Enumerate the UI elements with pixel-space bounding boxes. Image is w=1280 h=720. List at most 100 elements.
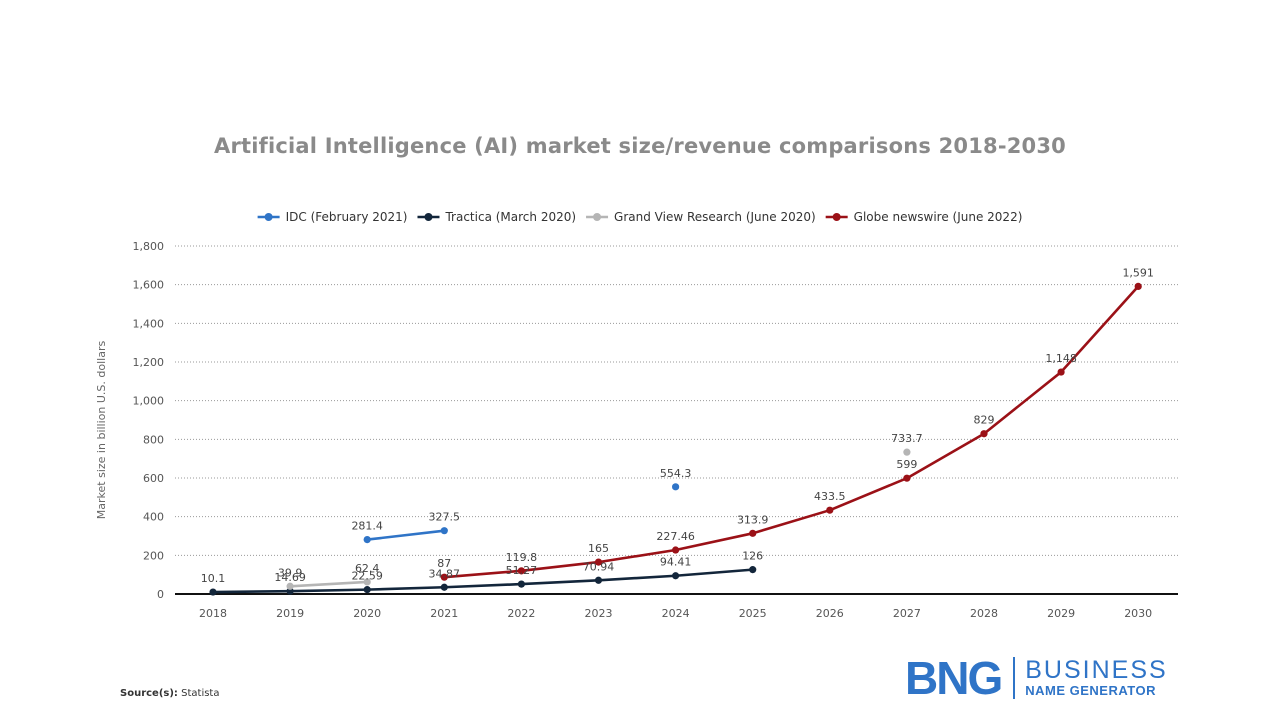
series-4-segment (674, 532, 755, 552)
y-tick-label: 0 (157, 588, 164, 601)
series-2-point (517, 580, 526, 588)
x-tick-label: 2020 (353, 607, 381, 620)
legend-item-2-swatch-marker (424, 213, 433, 221)
series-4-segment (751, 508, 832, 535)
series-3-data-label: 39.9 (278, 566, 303, 579)
series-4-data-label: 227.46 (656, 530, 695, 543)
series-4-segment (597, 548, 677, 564)
y-tick-label: 1,800 (133, 240, 165, 253)
legend: IDC (February 2021) Tractica (March 2020)… (257, 210, 1023, 224)
y-tick-label: 1,000 (133, 395, 165, 408)
legend-item-1-swatch-marker (264, 213, 273, 221)
logo-text: BUSINESS NAME GENERATOR (1025, 657, 1167, 699)
series-3-point (363, 578, 371, 586)
series-4-point (1057, 368, 1065, 376)
series-4-data-label: 119.8 (506, 551, 538, 564)
series-3-data-label: 62.4 (355, 562, 380, 575)
series-2-segment (211, 589, 292, 594)
series-1-point (363, 535, 371, 544)
legend-item-4-label: Globe newswire (June 2022) (854, 210, 1023, 224)
series-4-data-label: 313.9 (737, 513, 769, 526)
series-2-segment (597, 574, 677, 582)
legend-item-2-label: Tractica (March 2020) (444, 210, 576, 224)
series-2-data-label: 14.69 (274, 571, 306, 584)
x-tick-label: 2027 (893, 607, 921, 620)
series-4-point (1134, 282, 1142, 291)
legend-item-1-label: IDC (February 2021) (286, 210, 408, 224)
series-2-segment (288, 588, 369, 593)
series-1-segment (365, 529, 446, 541)
logo-line2: NAME GENERATOR (1025, 683, 1156, 698)
gridlines (175, 245, 1178, 556)
source-value: Statista (181, 688, 220, 699)
source-note: Source(s): Statista (120, 688, 219, 699)
series-2-point (440, 583, 448, 591)
series-4-point (749, 529, 757, 537)
series-2-segment (520, 578, 600, 586)
series-1-data-label: 281.4 (351, 520, 383, 533)
y-axis: 0 200 400 600 800 1,000 1,200 1,400 1,600 1,800 (133, 240, 165, 601)
series-4-segment (982, 370, 1063, 436)
legend-item-3-label: Grand View Research (June 2020) (614, 210, 816, 224)
series-2-point (672, 572, 680, 580)
series-2-data-label: 22.59 (351, 570, 383, 583)
series-4-segment (828, 476, 909, 512)
logo-mark: BNG (905, 652, 1003, 704)
series-2-data-label: 126 (742, 550, 763, 563)
series-2-point (594, 576, 603, 584)
legend-item-3-swatch-marker (593, 213, 602, 221)
y-tick-label: 1,600 (133, 279, 165, 292)
series-4-point (826, 506, 834, 514)
x-tick-label: 2022 (507, 607, 535, 620)
series-1-point (672, 483, 680, 491)
series-4-data-label: 1,591 (1122, 266, 1154, 279)
series-4-data-label: 433.5 (814, 490, 846, 503)
x-axis: 2018 2019 2020 2021 2022 2023 2024 2025 2026 2027… (175, 593, 1178, 620)
series-4-data-label: 165 (588, 542, 609, 555)
series-1-point (440, 527, 448, 535)
x-tick-label: 2029 (1047, 607, 1075, 620)
y-tick-label: 400 (143, 511, 164, 524)
series-4-point (980, 430, 988, 438)
series-2-point (749, 566, 757, 574)
y-tick-label: 200 (143, 549, 164, 562)
x-tick-label: 2021 (430, 607, 458, 620)
series-2-point (209, 588, 217, 596)
x-tick-label: 2018 (199, 607, 227, 620)
logo-divider (1013, 657, 1016, 699)
series-4-point (672, 546, 680, 554)
series-4-point (440, 573, 448, 581)
series-2-data-label: 10.1 (201, 572, 226, 585)
bng-logo: BNG BUSINESS NAME GENERATOR (905, 655, 1168, 701)
series-1-data-label: 327.5 (429, 511, 461, 524)
series-2-data-label: 70.94 (583, 560, 615, 573)
legend-item-4-swatch-marker (832, 213, 841, 221)
x-tick-label: 2025 (739, 607, 767, 620)
series-4-point (594, 558, 603, 566)
series-4-segment (442, 569, 523, 579)
chart-title: Artificial Intelligence (AI) market size… (214, 134, 1066, 158)
series-3-point (286, 582, 294, 590)
series-4-segment (905, 432, 986, 480)
series-2-segment (365, 585, 446, 591)
series-2-segment (674, 568, 755, 578)
series-4-data-label: 829 (974, 414, 995, 427)
series-lines (209, 282, 1142, 596)
series-4-data-label: 1,148 (1045, 352, 1077, 365)
series-2-data-label: 51.27 (506, 564, 538, 577)
logo-line1: BUSINESS (1025, 656, 1168, 684)
y-tick-label: 1,400 (133, 317, 165, 330)
x-tick-label: 2028 (970, 607, 998, 620)
x-tick-label: 2026 (816, 607, 844, 620)
y-axis-label: Market size in billion U.S. dollars (95, 341, 108, 520)
series-2-point (363, 586, 371, 594)
series-2-segment (442, 582, 523, 589)
series-4-segment (520, 560, 600, 573)
series-4-point (903, 474, 911, 482)
series-2-data-label: 34.87 (429, 567, 461, 580)
series-3-data-label: 733.7 (891, 432, 923, 445)
y-tick-label: 1,200 (133, 356, 165, 369)
series-4-data-label: 87 (437, 557, 451, 570)
series-4-point (517, 567, 526, 575)
